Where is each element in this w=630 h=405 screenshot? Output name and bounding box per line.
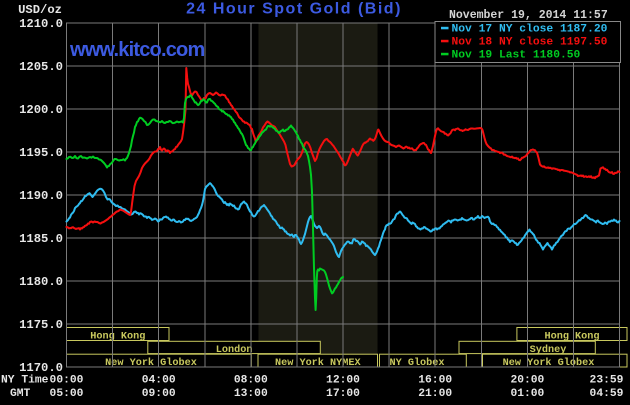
svg-text:1185.0: 1185.0 (19, 232, 63, 246)
svg-text:USD/oz: USD/oz (18, 3, 62, 17)
svg-text:London: London (216, 344, 253, 356)
svg-text:04:00: 04:00 (142, 374, 176, 386)
svg-text:17:00: 17:00 (326, 388, 360, 400)
svg-text:November 19, 2014 11:57: November 19, 2014 11:57 (449, 9, 608, 22)
svg-text:16:00: 16:00 (418, 374, 452, 386)
svg-text:Sydney: Sydney (530, 344, 567, 356)
svg-text:Hong Kong: Hong Kong (90, 331, 145, 342)
svg-text:21:00: 21:00 (418, 388, 452, 400)
svg-text:www.kitco.com: www.kitco.com (69, 39, 204, 61)
svg-text:20:00: 20:00 (510, 374, 544, 386)
svg-text:1180.0: 1180.0 (19, 275, 63, 289)
svg-text:13:00: 13:00 (234, 388, 268, 400)
svg-text:09:00: 09:00 (142, 388, 176, 400)
svg-text:1175.0: 1175.0 (19, 318, 63, 332)
svg-text:23:59: 23:59 (590, 374, 624, 386)
svg-text:24 Hour Spot Gold (Bid): 24 Hour Spot Gold (Bid) (186, 0, 402, 17)
svg-text:08:00: 08:00 (234, 374, 268, 386)
svg-text:1200.0: 1200.0 (19, 103, 63, 117)
svg-text:Hong Kong: Hong Kong (544, 331, 599, 342)
svg-text:01:00: 01:00 (510, 388, 544, 400)
svg-text:12:00: 12:00 (326, 374, 360, 386)
svg-text:GMT: GMT (10, 388, 31, 400)
svg-text:00:00: 00:00 (50, 374, 84, 386)
svg-text:New York Globex: New York Globex (503, 357, 595, 369)
svg-text:Nov 17 NY close 1187.20: Nov 17 NY close 1187.20 (452, 23, 608, 35)
svg-text:NY Time: NY Time (1, 374, 49, 386)
svg-text:New York Globex: New York Globex (105, 357, 197, 369)
svg-text:NY Globex: NY Globex (389, 357, 444, 369)
svg-text:05:00: 05:00 (50, 388, 84, 400)
svg-text:1195.0: 1195.0 (19, 146, 63, 160)
svg-text:04:59: 04:59 (590, 388, 624, 400)
svg-text:1190.0: 1190.0 (19, 189, 63, 203)
svg-text:Nov 19 Last 1180.50: Nov 19 Last 1180.50 (452, 49, 581, 61)
svg-text:1170.0: 1170.0 (19, 361, 63, 375)
svg-text:1210.0: 1210.0 (19, 17, 63, 31)
svg-text:1205.0: 1205.0 (19, 60, 63, 74)
svg-text:Nov 18 NY close 1197.50: Nov 18 NY close 1197.50 (452, 36, 608, 48)
